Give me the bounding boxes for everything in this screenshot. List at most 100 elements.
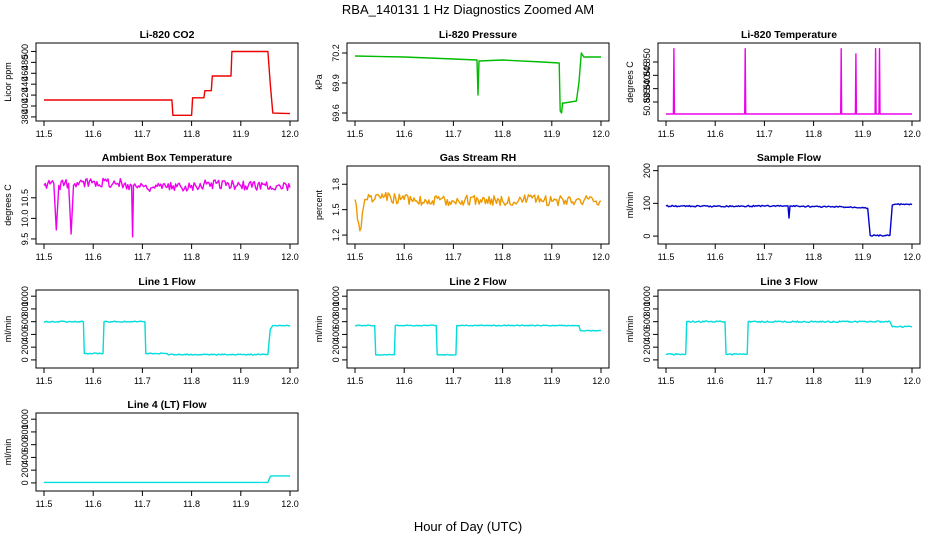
x-tick-label: 12.0	[592, 376, 610, 386]
panel-title: Li-820 Pressure	[439, 29, 517, 41]
y-tick-label: 50.835	[642, 88, 652, 116]
y-tick-label: 69.9	[331, 74, 341, 92]
x-tick-label: 11.5	[36, 129, 53, 139]
plot-frame	[35, 42, 299, 122]
x-tick-label: 12.0	[281, 129, 299, 139]
plot-frame	[657, 289, 921, 369]
panel-title: Line 4 (LT) Flow	[127, 399, 207, 411]
panel: Li-820 Temperature 11.5 11.6 11.7 11.8 11.9 12…	[625, 29, 921, 139]
y-tick-label: 200	[642, 163, 652, 178]
y-tick-label: 400	[331, 327, 341, 342]
series-line	[44, 50, 291, 116]
x-tick-label: 12.0	[281, 499, 299, 509]
y-tick-label: 1000	[331, 286, 341, 306]
x-tick-label: 11.5	[658, 129, 675, 139]
x-tick-label: 11.9	[854, 129, 871, 139]
series-line	[43, 177, 291, 238]
y-tick-label: 0	[331, 357, 341, 362]
x-tick-label: 11.9	[232, 129, 249, 139]
x-tick-label: 11.6	[85, 252, 102, 262]
y-axis-label: degrees C	[625, 61, 635, 103]
y-tick-label: 400	[20, 450, 30, 465]
series-line	[43, 320, 291, 356]
x-tick-label: 11.9	[232, 499, 249, 509]
series-line	[44, 475, 290, 484]
x-tick-label: 11.5	[658, 376, 675, 386]
x-tick-label: 11.7	[134, 129, 151, 139]
y-tick-label: 1000	[642, 286, 652, 306]
x-tick-label: 11.5	[36, 376, 53, 386]
y-tick-label: 10.5	[20, 189, 30, 207]
plot-frame	[35, 289, 299, 369]
plot-frame	[346, 289, 610, 369]
plot-frame	[657, 42, 921, 122]
y-tick-label: 0	[642, 357, 652, 362]
y-tick-label: 200	[331, 340, 341, 355]
y-axis-label: degrees C	[3, 184, 13, 226]
x-tick-label: 12.0	[592, 129, 610, 139]
x-tick-label: 12.0	[903, 252, 921, 262]
y-axis-label: ml/min	[3, 316, 13, 343]
x-tick-label: 11.7	[134, 376, 151, 386]
x-tick-label: 11.7	[756, 129, 773, 139]
y-tick-label: 50.850	[642, 48, 652, 76]
x-tick-label: 12.0	[281, 252, 299, 262]
x-tick-label: 11.6	[707, 129, 724, 139]
y-axis-label: Licor ppm	[3, 62, 13, 102]
x-tick-label: 11.9	[854, 376, 871, 386]
y-tick-label: 1.5	[331, 203, 341, 216]
panel: Sample Flow 11.5 11.6 11.7 11.8 11.9 12.0 0 100 2…	[625, 152, 921, 262]
x-tick-label: 12.0	[592, 252, 610, 262]
figure-x-axis-label: Hour of Day (UTC)	[414, 519, 522, 534]
panel-title: Line 3 Flow	[760, 276, 818, 288]
x-tick-label: 11.5	[347, 376, 364, 386]
panel: Li-820 CO2 11.5 11.6 11.7 11.8 11.9 12.0 380400…	[3, 29, 299, 139]
x-tick-label: 11.6	[85, 129, 102, 139]
x-tick-label: 11.8	[183, 129, 200, 139]
x-tick-label: 11.5	[658, 252, 675, 262]
x-tick-label: 11.9	[543, 376, 560, 386]
y-tick-label: 200	[642, 340, 652, 355]
x-tick-label: 11.7	[134, 499, 151, 509]
plot-frame	[346, 165, 610, 245]
x-tick-label: 11.8	[494, 376, 511, 386]
y-axis-label: ml/min	[625, 192, 635, 219]
x-tick-label: 11.9	[854, 252, 871, 262]
series-line	[354, 52, 601, 114]
y-tick-label: 400	[20, 327, 30, 342]
x-tick-label: 11.6	[85, 376, 102, 386]
x-tick-label: 11.6	[707, 252, 724, 262]
y-tick-label: 69.6	[331, 104, 341, 122]
x-tick-label: 11.8	[183, 499, 200, 509]
y-tick-label: 600	[331, 314, 341, 329]
y-tick-label: 70.2	[331, 44, 341, 62]
y-axis-label: ml/min	[625, 316, 635, 343]
x-tick-label: 11.8	[805, 376, 822, 386]
y-tick-label: 200	[20, 463, 30, 478]
x-tick-label: 11.5	[36, 252, 53, 262]
panel-title: Li-820 Temperature	[741, 29, 837, 41]
x-tick-label: 11.5	[36, 499, 53, 509]
y-tick-label: 100	[642, 196, 652, 211]
y-tick-label: 9.5	[20, 233, 30, 246]
x-tick-label: 11.5	[347, 129, 364, 139]
y-tick-label: 800	[642, 301, 652, 316]
plot-frame	[35, 165, 299, 245]
y-tick-label: 1000	[20, 286, 30, 306]
series-line	[666, 48, 912, 115]
y-tick-label: 400	[20, 98, 30, 113]
x-tick-label: 11.6	[396, 376, 413, 386]
x-tick-label: 11.6	[707, 376, 724, 386]
panel-title: Line 2 Flow	[449, 276, 507, 288]
series-line	[665, 203, 913, 237]
x-tick-label: 11.8	[494, 252, 511, 262]
y-tick-label: 200	[20, 340, 30, 355]
y-axis-label: percent	[314, 189, 324, 220]
x-tick-label: 11.8	[494, 129, 511, 139]
y-tick-label: 0	[20, 480, 30, 485]
panel-title: Line 1 Flow	[138, 276, 196, 288]
panel: Gas Stream RH 11.5 11.6 11.7 11.8 11.9 12.0 1.2…	[314, 152, 610, 262]
panel-title: Ambient Box Temperature	[102, 152, 233, 164]
series-line	[354, 324, 601, 356]
